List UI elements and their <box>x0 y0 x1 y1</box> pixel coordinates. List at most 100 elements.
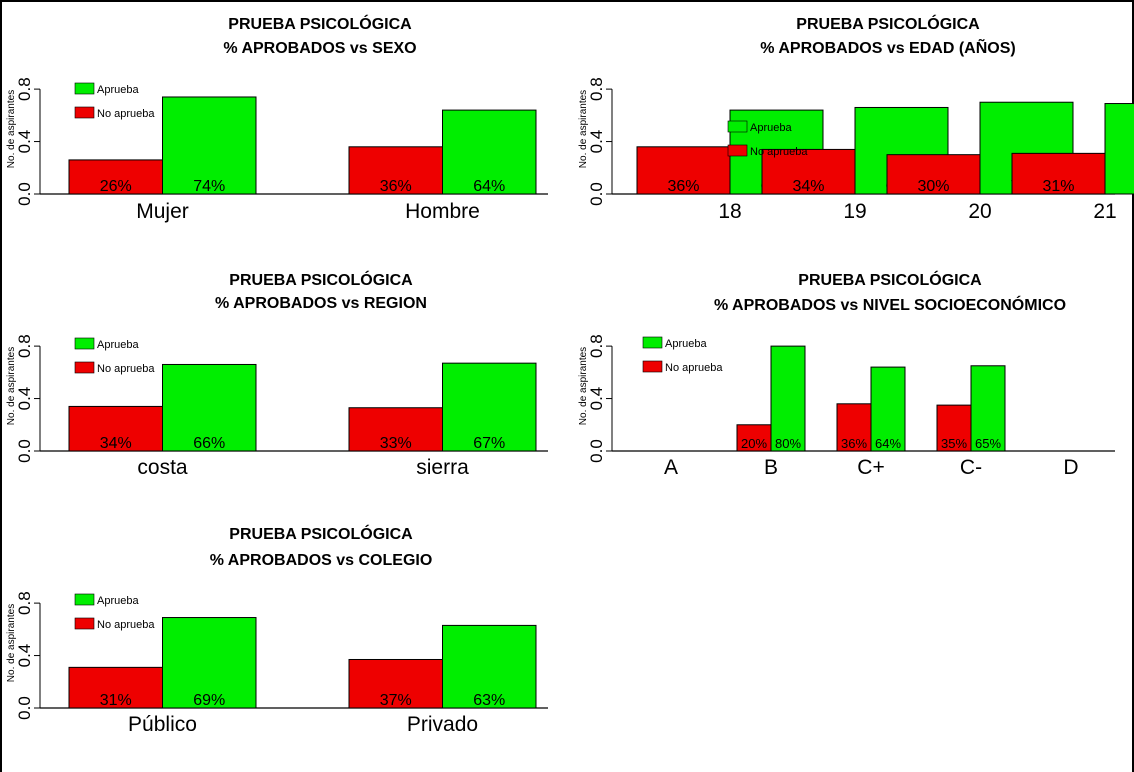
bar-aprueba <box>162 363 257 452</box>
y-tick-label: 0.4 <box>587 387 606 411</box>
y-axis-label: No. de aspirantes <box>578 90 589 168</box>
y-tick-label: 0.4 <box>587 130 606 154</box>
chart-panel-3: PRUEBA PSICOLÓGICA % APROBADOS vs NIVEL S… <box>578 270 1115 479</box>
legend-swatch <box>74 106 95 119</box>
bar-value-label: 36% <box>380 178 412 195</box>
bar-no-aprueba <box>936 404 972 452</box>
bar-aprueba <box>442 109 537 195</box>
legend-swatch <box>74 337 95 350</box>
bar-no-aprueba <box>68 159 163 195</box>
y-tick-label: 0.8 <box>15 77 34 101</box>
chart-subtitle: % APROBADOS vs REGION <box>215 295 427 312</box>
x-category-label: Privado <box>407 713 478 736</box>
chart-title: PRUEBA PSICOLÓGICA <box>796 14 980 33</box>
bar-aprueba <box>770 345 806 452</box>
chart-panel-2: PRUEBA PSICOLÓGICA % APROBADOS vs REGION 0… <box>6 270 548 479</box>
chart-title: PRUEBA PSICOLÓGICA <box>798 270 982 289</box>
bar-value-label: 31% <box>100 692 132 709</box>
legend-label: Aprueba <box>750 122 792 134</box>
bar-no-aprueba <box>836 403 872 452</box>
legend-swatch <box>727 120 748 133</box>
legend-label: Aprueba <box>97 84 139 96</box>
chart-panel-4: PRUEBA PSICOLÓGICA % APROBADOS vs COLEGIO… <box>6 524 548 736</box>
bar-value-label: 63% <box>473 692 505 709</box>
bar-no-aprueba <box>886 154 981 195</box>
chart-title: PRUEBA PSICOLÓGICA <box>229 524 413 543</box>
y-tick-label: 0.4 <box>15 644 34 668</box>
legend-label: Aprueba <box>97 339 139 351</box>
bar-value-label: 36% <box>667 178 699 195</box>
bar-aprueba <box>162 617 257 709</box>
bar-value-label: 64% <box>875 436 901 451</box>
bar-no-aprueba <box>761 148 856 195</box>
legend-label: No aprueba <box>97 363 155 375</box>
bar-aprueba <box>442 624 537 709</box>
legend-swatch <box>642 336 663 349</box>
legend-swatch <box>74 617 95 630</box>
bar-value-label: 74% <box>193 178 225 195</box>
y-tick-label: 0.0 <box>587 182 606 206</box>
legend-swatch <box>74 593 95 606</box>
x-category-label: C+ <box>857 456 884 479</box>
bar-aprueba <box>442 362 537 452</box>
legend: Aprueba No aprueba <box>74 593 155 631</box>
x-category-label: Público <box>128 713 197 736</box>
bar-value-label: 65% <box>975 436 1001 451</box>
y-tick-label: 0.0 <box>15 182 34 206</box>
y-axis-label: No. de aspirantes <box>6 604 17 682</box>
y-tick-label: 0.4 <box>15 130 34 154</box>
legend: Aprueba No aprueba <box>74 337 155 375</box>
x-category-label: 18 <box>718 200 741 223</box>
y-tick-label: 0.0 <box>15 439 34 463</box>
bar-no-aprueba <box>68 405 163 452</box>
x-category-label: sierra <box>416 456 469 479</box>
bar-value-label: 30% <box>917 178 949 195</box>
y-tick-label: 0.0 <box>587 439 606 463</box>
bar-value-label: 66% <box>193 435 225 452</box>
bar-value-label: 31% <box>1042 178 1074 195</box>
legend-label: Aprueba <box>97 595 139 607</box>
chart-panel-1: PRUEBA PSICOLÓGICA % APROBADOS vs EDAD (A… <box>578 14 1134 223</box>
legend-label: No aprueba <box>97 619 155 631</box>
y-tick-label: 0.4 <box>15 387 34 411</box>
x-category-label: C- <box>960 456 982 479</box>
chart-subtitle: % APROBADOS vs COLEGIO <box>210 552 433 569</box>
x-category-label: 21 <box>1093 200 1116 223</box>
y-tick-label: 0.8 <box>15 334 34 358</box>
bar-no-aprueba <box>68 666 163 709</box>
y-tick-label: 0.8 <box>587 77 606 101</box>
bar-aprueba <box>1104 103 1134 195</box>
bar-no-aprueba <box>636 146 731 195</box>
x-category-label: costa <box>137 456 188 479</box>
chart-subtitle: % APROBADOS vs SEXO <box>223 40 416 57</box>
bar-value-label: 34% <box>792 178 824 195</box>
bar-value-label: 37% <box>380 692 412 709</box>
bar-value-label: 36% <box>841 436 867 451</box>
y-axis-label: No. de aspirantes <box>578 347 589 425</box>
legend: Aprueba No aprueba <box>727 120 808 158</box>
legend: Aprueba No aprueba <box>74 82 155 120</box>
bar-value-label: 67% <box>473 435 505 452</box>
legend-swatch <box>642 360 663 373</box>
y-axis-label: No. de aspirantes <box>6 347 17 425</box>
x-category-label: D <box>1063 456 1078 479</box>
legend-label: No aprueba <box>750 146 808 158</box>
bar-no-aprueba <box>1011 152 1106 195</box>
bar-aprueba <box>970 365 1006 452</box>
legend-label: Aprueba <box>665 338 707 350</box>
bar-value-label: 64% <box>473 178 505 195</box>
y-tick-label: 0.8 <box>587 334 606 358</box>
y-tick-label: 0.0 <box>15 696 34 720</box>
legend-swatch <box>727 144 748 157</box>
bar-value-label: 80% <box>775 436 801 451</box>
legend-label: No aprueba <box>97 108 155 120</box>
legend-label: No aprueba <box>665 362 723 374</box>
bar-value-label: 33% <box>380 435 412 452</box>
bar-aprueba <box>870 366 906 452</box>
bar-value-label: 34% <box>100 435 132 452</box>
x-category-label: Mujer <box>136 200 189 223</box>
x-category-label: 20 <box>968 200 991 223</box>
legend: Aprueba No aprueba <box>642 336 723 374</box>
bar-value-label: 26% <box>100 178 132 195</box>
